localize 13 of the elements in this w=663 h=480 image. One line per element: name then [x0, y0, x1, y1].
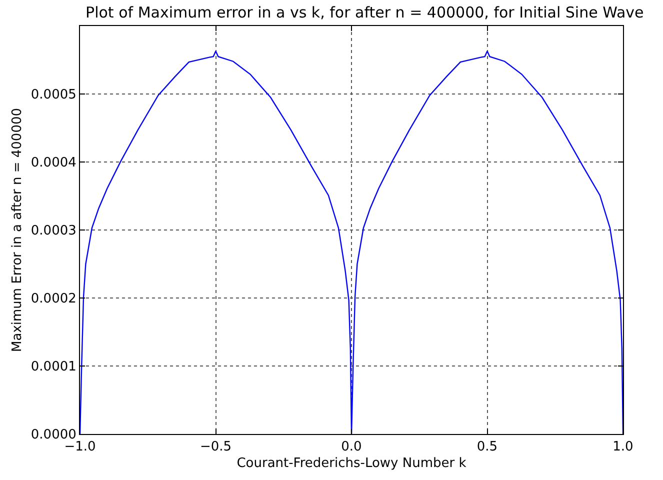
- y-tick-label: 0.0004: [30, 156, 76, 171]
- y-tick-label: 0.0003: [30, 224, 76, 239]
- y-tick-label: 0.0005: [30, 88, 76, 103]
- y-tick-label: 0.0002: [30, 292, 76, 307]
- x-tick-label: 1.0: [612, 440, 634, 455]
- x-tick-label: 0.5: [476, 440, 498, 455]
- y-axis-title: Maximum Error in a after n = 400000: [10, 108, 25, 352]
- y-tick-label: 0.0001: [30, 360, 76, 375]
- chart-title: Plot of Maximum error in a vs k, for after n = 400000, for Initial Sine Wave: [86, 4, 644, 22]
- x-axis-title: Courant-Frederichs-Lowy Number k: [236, 456, 467, 472]
- x-tick-label: −0.5: [200, 440, 232, 455]
- x-tick-label: 0.0: [341, 440, 362, 455]
- line-series: [80, 50, 623, 434]
